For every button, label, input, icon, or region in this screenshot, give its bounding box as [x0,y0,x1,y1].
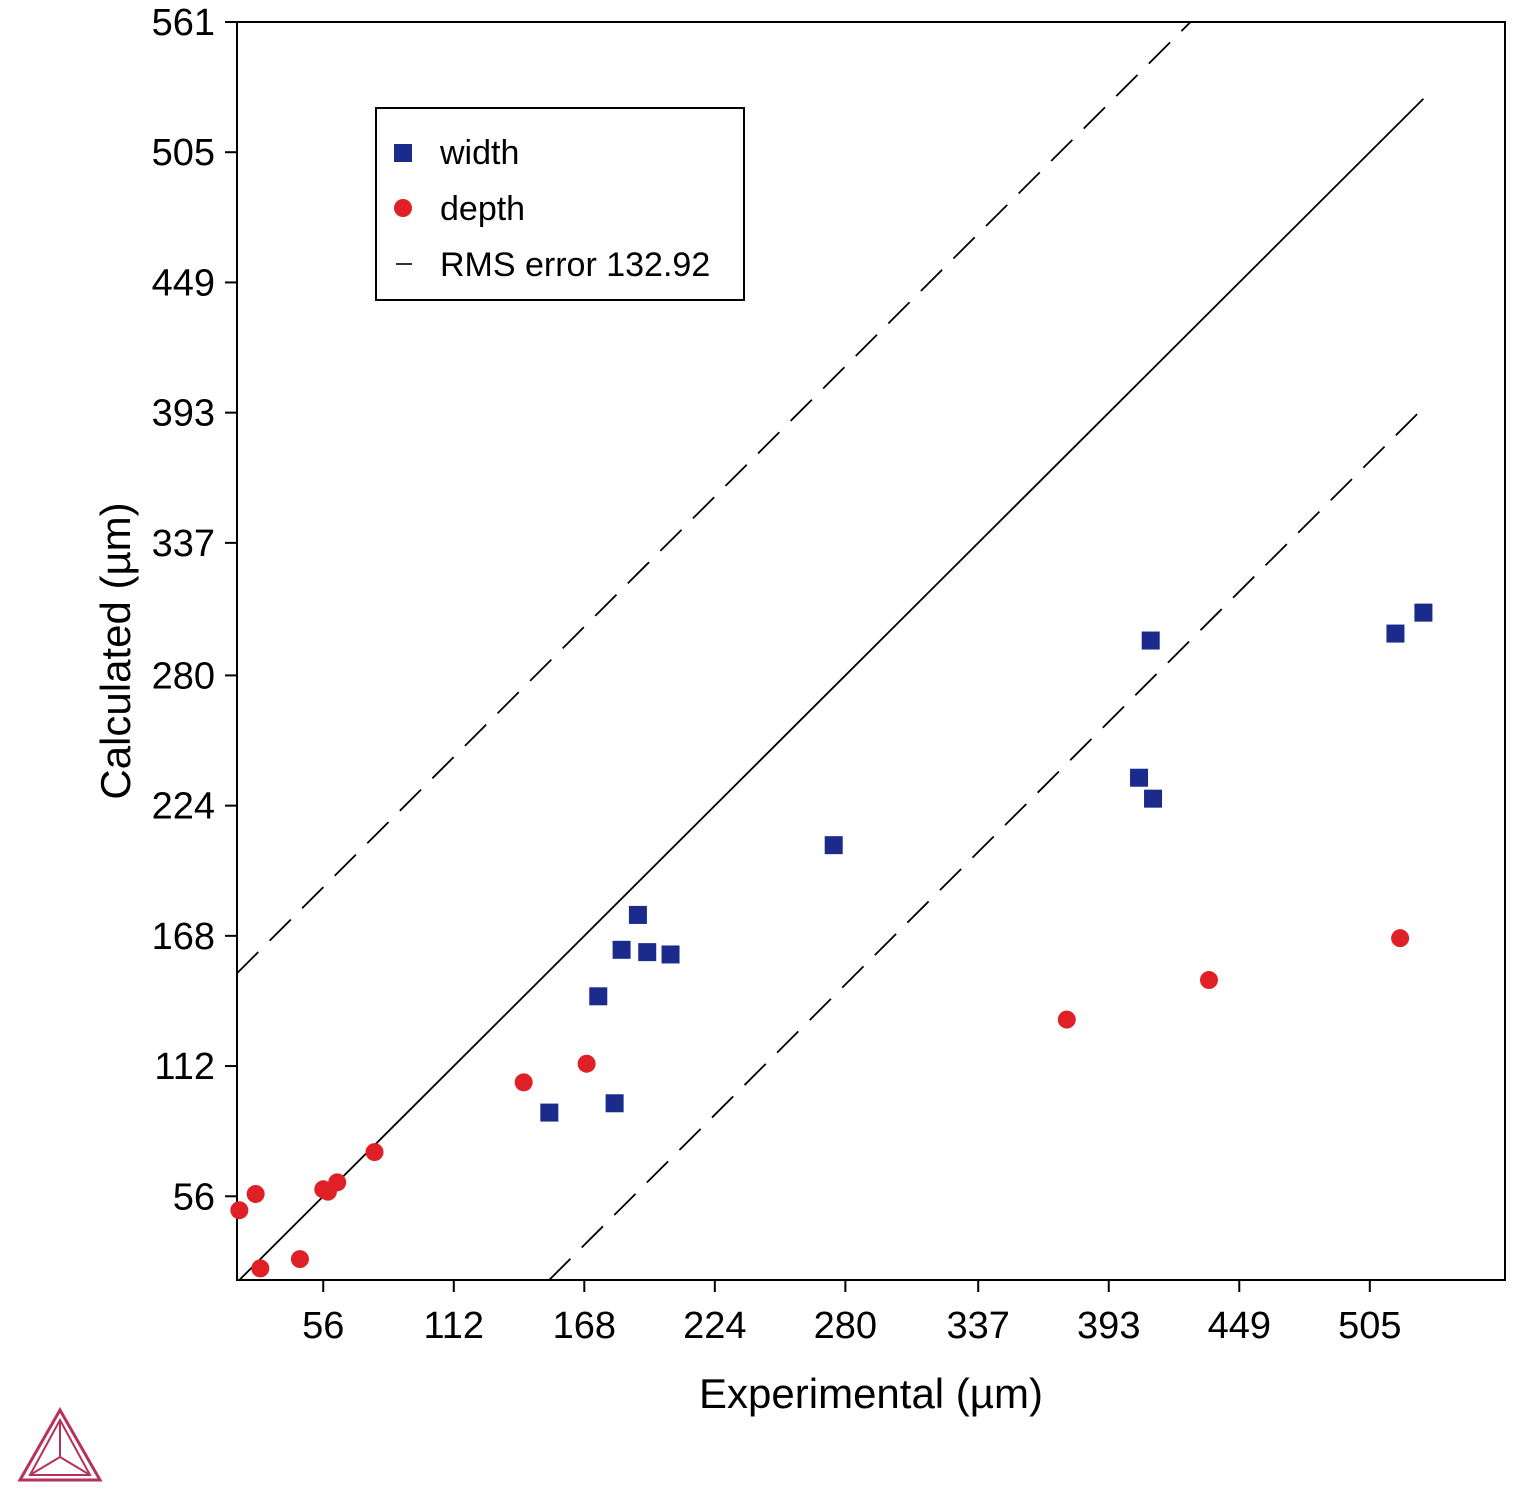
thermo-calc-logo-icon [17,1406,103,1482]
width-point [638,943,657,962]
depth-point [365,1143,384,1162]
depth-point [1391,929,1410,948]
x-axis: 56 112 168 224 280 337 393 449 505 [302,1280,1402,1347]
y-axis: 56 112 168 224 280 337 393 449 505 561 [152,2,237,1218]
depth-point [1199,971,1218,990]
legend-width-label: width [439,134,519,172]
y-tick-label: 561 [152,2,215,44]
depth-point [328,1173,347,1192]
rms-error-line [237,22,1192,974]
x-tick-label: 505 [1338,1305,1401,1347]
x-tick-label: 393 [1077,1305,1140,1347]
y-tick-label: 168 [152,916,215,958]
depth-point [577,1054,596,1073]
width-point [589,987,608,1006]
x-axis-title: Experimental (µm) [699,1370,1043,1417]
reference-lines [237,22,1425,1280]
y-tick-label: 393 [152,393,215,435]
x-tick-label: 56 [302,1305,344,1347]
width-point [540,1103,559,1122]
width-point [1414,603,1433,622]
width-point [824,836,843,855]
legend-width-marker [394,144,412,162]
y-tick-label: 505 [152,132,215,174]
legend-box [375,107,745,301]
width-point [1130,768,1149,787]
y-tick-label: 56 [173,1176,215,1218]
y-tick-label: 224 [152,786,215,828]
width-point [1141,631,1160,650]
depth-point [1057,1010,1076,1029]
legend-depth-label: depth [440,190,525,228]
rms-error-line [548,407,1425,1280]
y-tick-label: 280 [152,655,215,697]
width-point [661,945,680,964]
y-tick-label: 337 [152,523,215,565]
y-axis-title: Calculated (µm) [92,502,139,799]
width-point [1144,789,1163,808]
depth-point [290,1250,309,1269]
legend: width depth RMS error 132.92 [375,107,745,301]
data-points [230,603,1433,1278]
depth-point [230,1201,249,1220]
depth-point [251,1259,270,1278]
x-tick-label: 112 [423,1305,484,1347]
legend-rms-label: RMS error 132.92 [440,246,710,284]
depth-point [514,1073,533,1092]
x-tick-label: 337 [947,1305,1010,1347]
y-tick-label: 112 [154,1046,215,1088]
width-point [628,905,647,924]
x-tick-label: 168 [553,1305,616,1347]
legend-depth-marker [394,199,412,217]
width-point [605,1094,624,1113]
identity-line [238,98,1425,1280]
x-tick-label: 280 [814,1305,877,1347]
y-tick-label: 449 [152,262,215,304]
x-tick-label: 449 [1208,1305,1271,1347]
width-point [612,940,631,959]
x-tick-label: 224 [683,1305,746,1347]
width-point [1386,624,1405,643]
depth-point [246,1184,265,1203]
